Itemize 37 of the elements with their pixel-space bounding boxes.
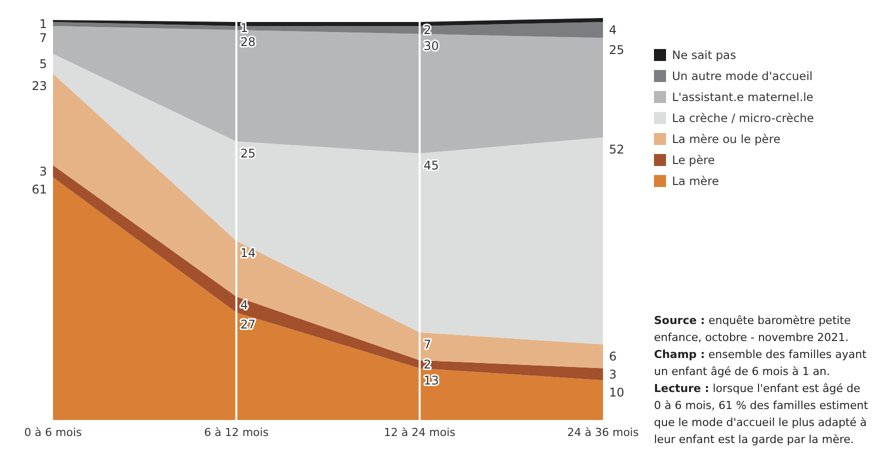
data-label: 3 — [609, 367, 617, 382]
data-label: 52 — [609, 142, 624, 157]
legend-label: La crèche / micro-crèche — [672, 111, 814, 125]
data-label: 4 — [240, 298, 248, 312]
data-label: 7 — [424, 338, 432, 352]
data-label: 4 — [609, 23, 617, 38]
annotation: Source : enquête baromètre petite enfance, octobre - novembre 2021. — [654, 312, 852, 346]
legend-label: La mère ou le père — [672, 132, 780, 146]
data-label: 1 — [39, 17, 47, 32]
data-label: 28 — [240, 35, 256, 50]
data-label: 6 — [609, 350, 617, 364]
data-label: 7 — [39, 31, 47, 46]
x-tick-label: 24 à 36 mois — [567, 426, 639, 439]
x-tick-label: 0 à 6 mois — [24, 426, 82, 439]
data-label: 2 — [424, 23, 432, 38]
data-label: 45 — [424, 158, 439, 173]
data-label: 3 — [39, 164, 47, 178]
legend-label: Ne sait pas — [672, 48, 736, 62]
annotation: Lecture : lorsque l'enfant est âgé de 0 à 6 mois, 61 % des familles estiment que le mode d'accueil le plus adapté à leur enfant est la garde par la mère. — [654, 380, 869, 448]
x-tick-label: 6 à 12 mois — [204, 426, 269, 439]
data-label: 30 — [424, 39, 439, 54]
data-label: 14 — [240, 246, 256, 260]
legend-label: La mère — [672, 174, 719, 188]
x-tick-label: 12 à 24 mois — [384, 426, 456, 439]
data-label: 2 — [424, 357, 432, 372]
annotation: Champ : ensemble des familles ayant un enfant âgé de 6 mois à 1 an. — [654, 346, 868, 380]
data-label: 61 — [32, 182, 47, 196]
legend-label: Un autre mode d'accueil — [672, 69, 813, 83]
data-label: 25 — [240, 146, 256, 161]
data-label: 10 — [609, 385, 624, 400]
data-label: 5 — [39, 56, 47, 71]
legend-label: L'assistant.e maternel.le — [672, 90, 814, 104]
data-label: 13 — [424, 373, 439, 388]
data-label: 25 — [609, 43, 624, 58]
data-label: 27 — [240, 318, 256, 332]
data-label: 23 — [32, 78, 47, 93]
legend-label: Le père — [672, 153, 715, 167]
